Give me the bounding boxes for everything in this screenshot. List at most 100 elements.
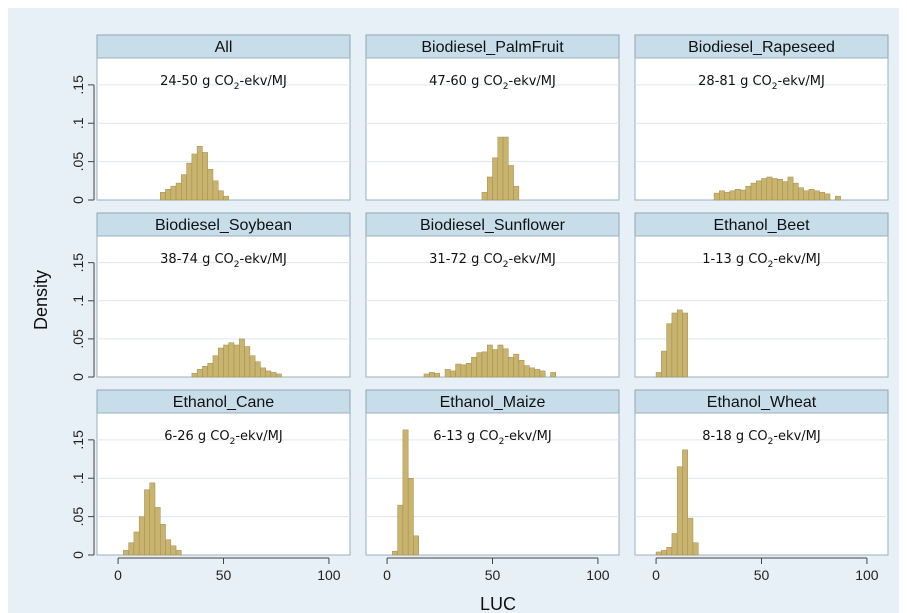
histogram-bar [407,477,414,556]
annotation-subscript: 2 [230,437,236,447]
panel: Biodiesel_Sunflower 31-72 g CO2-ekv/MJ [365,212,620,378]
annotation-subscript: 2 [503,82,509,92]
annotation-prefix: 6-13 g CO [433,429,498,444]
histogram-bar [123,550,129,556]
x-tick-label: 100 [855,567,879,583]
histogram-bar [460,364,467,378]
histogram-bar [502,136,509,201]
histogram-bar [719,190,725,201]
histogram-bar [661,550,667,556]
x-tick-label: 0 [114,567,122,583]
histogram-bar [481,351,488,378]
histogram-bar [212,180,219,201]
histogram-bar [766,176,773,201]
histogram-bar [518,359,525,378]
histogram-bar [429,372,435,378]
histogram-bar [217,190,224,201]
histogram-bar [819,192,826,201]
histogram-bar [434,372,441,378]
histogram-bar [808,189,815,201]
histogram-bar [413,535,419,556]
panel-title: Ethanol_Maize [440,394,546,411]
annotation-subscript: 2 [503,260,509,270]
histogram-bar [666,323,673,378]
histogram-bar [813,190,820,201]
histogram-bar [539,370,546,378]
histogram-bar [486,176,493,201]
panel-annotation: 28-81 g CO2-ekv/MJ [698,74,825,92]
panel-annotation: 6-26 g CO2-ekv/MJ [164,429,282,447]
histogram-bar [191,372,198,378]
histogram-bar [244,346,251,378]
annotation-prefix: 1-13 g CO [702,252,767,267]
histogram-bar [191,153,198,201]
histogram-bar [397,504,404,556]
panel-annotation: 38-74 g CO2-ekv/MJ [160,252,287,270]
annotation-suffix: -ekv/MJ [235,429,282,444]
panel: Biodiesel_PalmFruit 47-60 g CO2-ekv/MJ [365,34,620,201]
histogram-bar [471,356,477,378]
axes-layer: 0 .05 .1 .15 0 .05 .1 .15 0 .05 .1 .15 0 50 100 0 50 100 0… [70,75,879,583]
histogram-bar [523,365,530,378]
histogram-bar [450,370,456,378]
histogram-bar [202,152,208,201]
x-tick-label: 0 [383,567,391,583]
histogram-bar [144,489,150,556]
histogram-bar [792,182,799,201]
histogram-bar [233,344,240,378]
annotation-subscript: 2 [234,260,240,270]
histogram-bar [207,169,214,201]
histogram-bar [175,550,182,556]
histogram-bar [687,517,694,556]
histogram-bar [170,185,177,201]
histogram-bar [260,367,266,378]
histogram-bar [149,482,156,556]
y-tick-label: 0 [70,196,86,204]
histogram-bar [154,507,161,556]
histogram-bar [402,429,409,556]
histogram-bar [671,312,678,378]
histogram-bar [761,178,768,201]
annotation-suffix: -ekv/MJ [509,74,556,89]
histogram-bar [444,369,451,378]
histogram-bar [223,344,230,378]
histogram-bar [777,179,783,201]
histogram-bar [676,309,683,378]
panel: Ethanol_Cane 6-26 g CO2-ekv/MJ [96,389,351,556]
histogram-bar [835,195,841,201]
annotation-subscript: 2 [234,82,240,92]
panel: Ethanol_Beet 1-13 g CO2-ekv/MJ [634,212,889,378]
annotation-subscript: 2 [772,82,778,92]
histogram-bar [128,542,135,556]
histogram-bar [676,466,683,556]
y-tick-label: 0 [70,373,86,381]
histogram-bar [160,524,166,556]
histogram-bar [228,342,235,378]
histogram-bar [160,192,166,201]
annotation-suffix: -ekv/MJ [504,429,551,444]
panel-title: Biodiesel_Soybean [155,217,292,234]
panel-title: Ethanol_Cane [173,394,275,411]
panel-annotation: 31-72 g CO2-ekv/MJ [429,252,556,270]
annotation-prefix: 47-60 g CO [429,74,503,89]
plot-area [634,57,889,201]
y-tick-label: .1 [70,117,86,129]
histogram-bar [655,372,662,378]
histogram-bar [713,192,720,201]
histogram-bar [196,146,203,201]
panel: Ethanol_Maize 6-13 g CO2-ekv/MJ [365,389,620,556]
histogram-bar [476,352,483,378]
histogram-bar [787,176,794,201]
histogram-bar [486,344,493,378]
histogram-bar [249,355,256,378]
annotation-prefix: 24-50 g CO [160,74,234,89]
annotation-prefix: 8-18 g CO [702,429,767,444]
panel-title: Biodiesel_PalmFruit [421,39,564,56]
histogram-bar [740,189,746,201]
histogram-bar [692,542,699,556]
histogram-bar [824,193,831,201]
histogram-bar [254,361,261,378]
histogram-bar [550,372,557,378]
x-axis-title: LUC [480,594,516,613]
